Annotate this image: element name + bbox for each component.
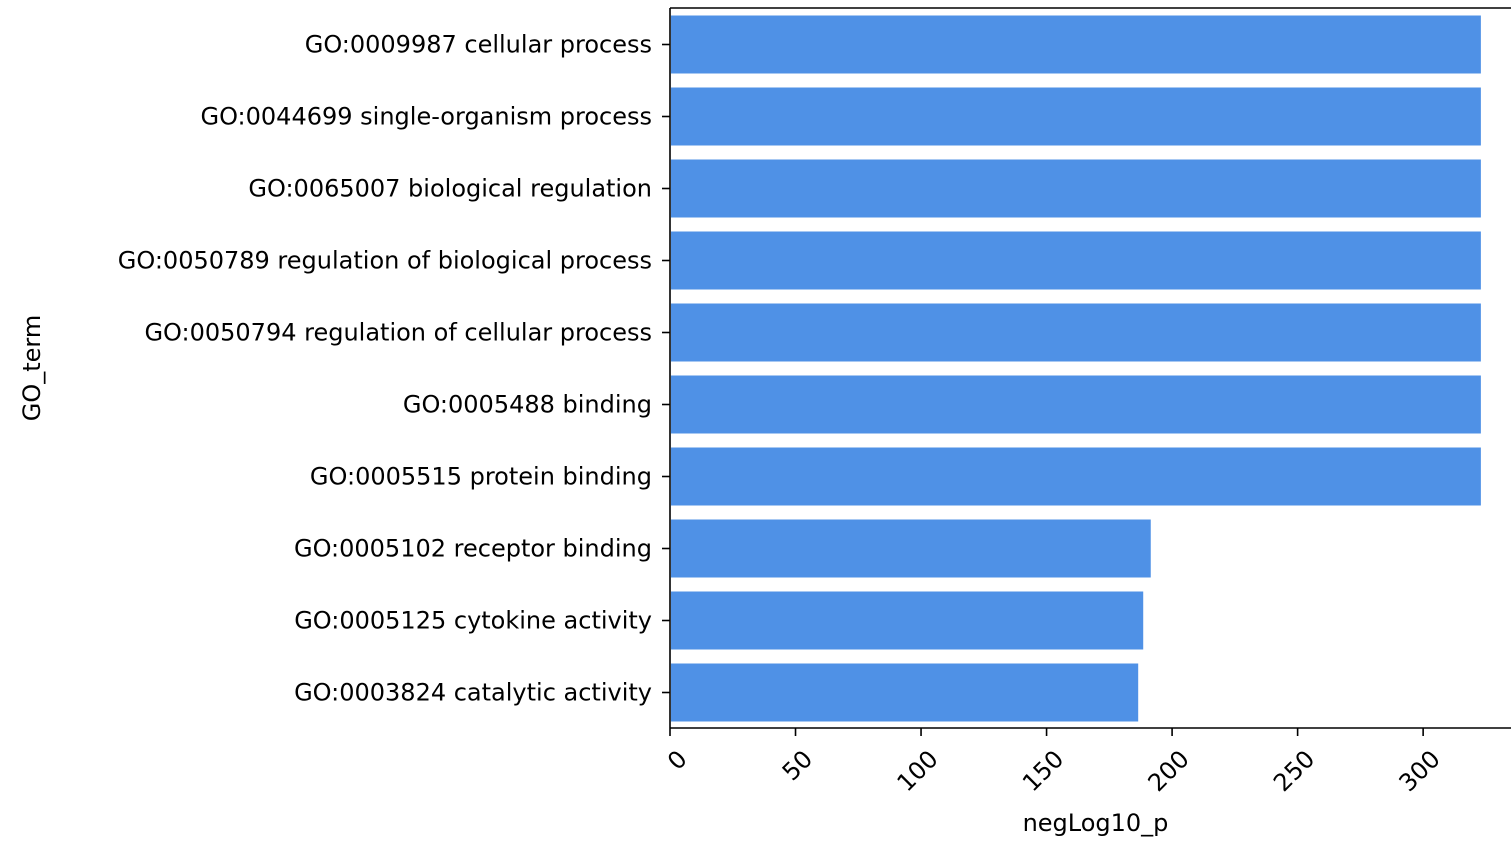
y-tick-label: GO:0005488 binding (403, 391, 652, 419)
bar (671, 303, 1481, 362)
x-tick-label: 200 (1143, 745, 1195, 797)
y-tick-label: GO:0050794 regulation of cellular proces… (144, 319, 652, 347)
y-tick-label: GO:0009987 cellular process (305, 31, 652, 59)
bar (671, 159, 1481, 218)
x-tick-label: 0 (662, 745, 693, 776)
bar (671, 591, 1144, 650)
x-tick-label: 100 (892, 745, 944, 797)
y-tick-label: GO:0005102 receptor binding (294, 535, 652, 563)
x-ticks: 0 50 100 150 200 250 300 (662, 728, 1446, 797)
y-ticks: GO:0009987 cellular process GO:0044699 si… (118, 31, 670, 707)
x-tick-label: 150 (1017, 745, 1069, 797)
y-tick-label: GO:0005515 protein binding (310, 463, 652, 491)
bar (671, 375, 1481, 434)
bar (671, 15, 1481, 74)
bars-layer (671, 15, 1481, 722)
y-tick-label: GO:0050789 regulation of biological proc… (118, 247, 652, 275)
y-axis-label: GO_term (18, 315, 46, 422)
bar (671, 231, 1481, 290)
x-tick-label: 250 (1268, 745, 1320, 797)
bar (671, 87, 1481, 146)
y-tick-label: GO:0044699 single-organism process (200, 103, 652, 131)
axes-layer (669, 7, 1511, 729)
bar (671, 447, 1481, 506)
y-tick-label: GO:0005125 cytokine activity (294, 607, 652, 635)
x-tick-label: 50 (777, 745, 818, 786)
x-tick-label: 300 (1394, 745, 1446, 797)
bar (671, 519, 1151, 578)
y-tick-label: GO:0003824 catalytic activity (294, 679, 652, 707)
x-axis-label: negLog10_p (1023, 809, 1169, 837)
y-tick-label: GO:0065007 biological regulation (248, 175, 652, 203)
bar (671, 663, 1139, 722)
